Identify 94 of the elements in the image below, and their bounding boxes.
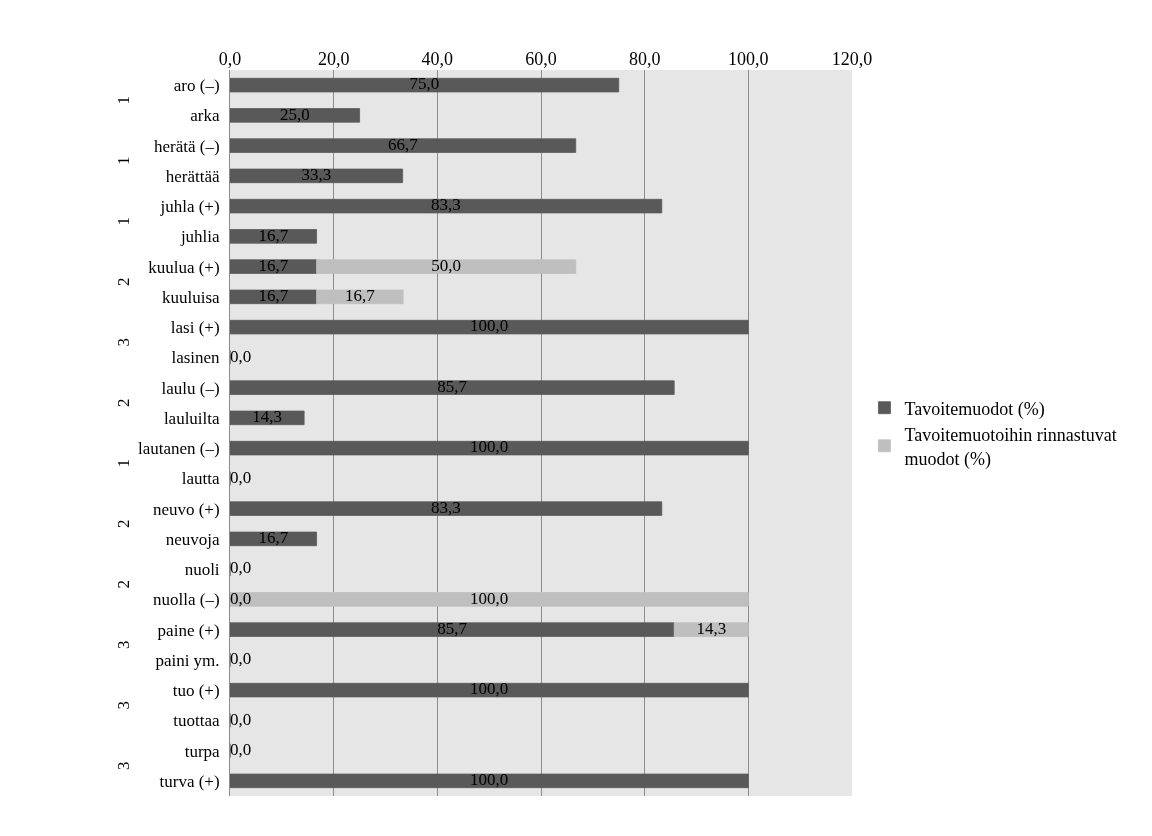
data-label: 85,7 [437, 618, 468, 638]
x-tick-label: 20,0 [317, 49, 350, 70]
data-label: 0,0 [230, 709, 252, 729]
bar [230, 622, 675, 637]
data-label: 100,0 [470, 316, 509, 336]
data-label: 0,0 [230, 739, 252, 759]
y-tick-label: nuoli [184, 560, 220, 580]
data-label: 83,3 [431, 195, 461, 215]
y-tick-label: lasi (+) [170, 318, 220, 338]
y-tick-label: lautta [181, 469, 221, 489]
y-tick-label: neuvoja [165, 529, 221, 549]
bar [230, 198, 663, 214]
data-label: 33,3 [301, 165, 332, 185]
x-tick-label: 120,0 [831, 49, 873, 70]
text: 2 [113, 398, 133, 408]
data-label: 50,0 [431, 255, 462, 275]
y-tick-label: juhlia [179, 227, 221, 247]
text: 1 [114, 96, 134, 105]
text: 1 [114, 217, 134, 226]
x-tick-label: 0,0 [218, 49, 242, 70]
bar [230, 108, 360, 123]
bar [230, 289, 317, 305]
y-tick-label: paini ym. [155, 650, 220, 670]
data-label: 16,7 [344, 286, 376, 306]
data-label: 16,7 [258, 225, 289, 245]
data-label: 85,7 [437, 376, 468, 396]
data-label: 100,0 [470, 437, 509, 457]
data-label: 14,3 [696, 618, 727, 638]
data-label: 0,0 [230, 558, 252, 578]
data-label: 0,0 [230, 467, 252, 487]
y-tick-label: laulu (–) [161, 378, 220, 398]
y-tick-label: lautanen (–) [137, 439, 220, 459]
text: 2 [113, 519, 133, 529]
y-tick-label: lauluilta [163, 408, 221, 428]
x-tick-label: 100,0 [728, 49, 769, 70]
bar [230, 682, 749, 698]
bar [230, 501, 663, 516]
bar [230, 259, 317, 274]
y-tick-label: lasinen [171, 348, 221, 368]
text: 1 [114, 459, 134, 468]
y-tick-label: kuulua (+) [148, 257, 220, 277]
text: 3 [114, 701, 134, 710]
bar [316, 259, 577, 274]
data-label: 16,7 [258, 255, 289, 275]
y-tick-label: nuolla (–) [153, 590, 220, 610]
legend-label: Tavoitemuodot (%) [904, 398, 1045, 420]
data-label: 25,0 [279, 104, 310, 124]
legend-label: Tavoitemuotoihin rinnastuvat muodot (%) [904, 425, 1117, 470]
x-tick-label: 80,0 [628, 49, 661, 70]
y-tick-label: tuottaa [173, 711, 221, 731]
bar [230, 531, 317, 547]
data-label: 83,3 [431, 497, 461, 517]
bar [230, 168, 404, 184]
data-label: 16,7 [258, 528, 289, 548]
bar [230, 138, 577, 153]
bar [230, 77, 620, 93]
data-label: 66,7 [387, 134, 419, 154]
text: 1 [113, 156, 133, 166]
x-tick-label: 60,0 [525, 49, 557, 70]
y-tick-label: kuuluisa [161, 287, 221, 307]
data-label: 14,3 [252, 407, 282, 427]
data-label: 0,0 [230, 588, 252, 608]
y-tick-label: tuo (+) [172, 681, 220, 701]
y-tick-label: paine (+) [157, 620, 220, 640]
text: 3 [113, 761, 133, 771]
bar [230, 229, 317, 244]
y-tick-label: aro (–) [173, 76, 220, 96]
bar [230, 410, 305, 426]
text: 3 [114, 338, 134, 347]
y-tick-label: turva (+) [159, 771, 220, 791]
bar [230, 592, 749, 607]
data-label: 100,0 [470, 770, 509, 790]
bar [230, 773, 749, 789]
data-label: 0,0 [230, 346, 252, 366]
y-tick-label: herätä (–) [154, 136, 220, 156]
data-label: 100,0 [470, 588, 509, 608]
text: 2 [114, 580, 134, 589]
y-tick-label: juhla (+) [159, 197, 220, 217]
bar [230, 319, 749, 335]
data-label: 100,0 [470, 679, 509, 699]
text: 3 [113, 640, 133, 650]
bar [673, 622, 749, 637]
bar [230, 380, 675, 395]
y-tick-label: turpa [184, 741, 221, 761]
data-label: 75,0 [409, 74, 440, 94]
y-tick-label: herättää [165, 166, 221, 186]
x-tick-label: 40,0 [421, 49, 454, 70]
text: 2 [113, 277, 133, 287]
data-label: 0,0 [230, 649, 252, 669]
bar [230, 440, 749, 456]
bar [316, 289, 404, 305]
data-label: 16,7 [258, 286, 289, 306]
y-tick-label: neuvo (+) [152, 499, 220, 519]
y-tick-label: arka [190, 106, 221, 126]
